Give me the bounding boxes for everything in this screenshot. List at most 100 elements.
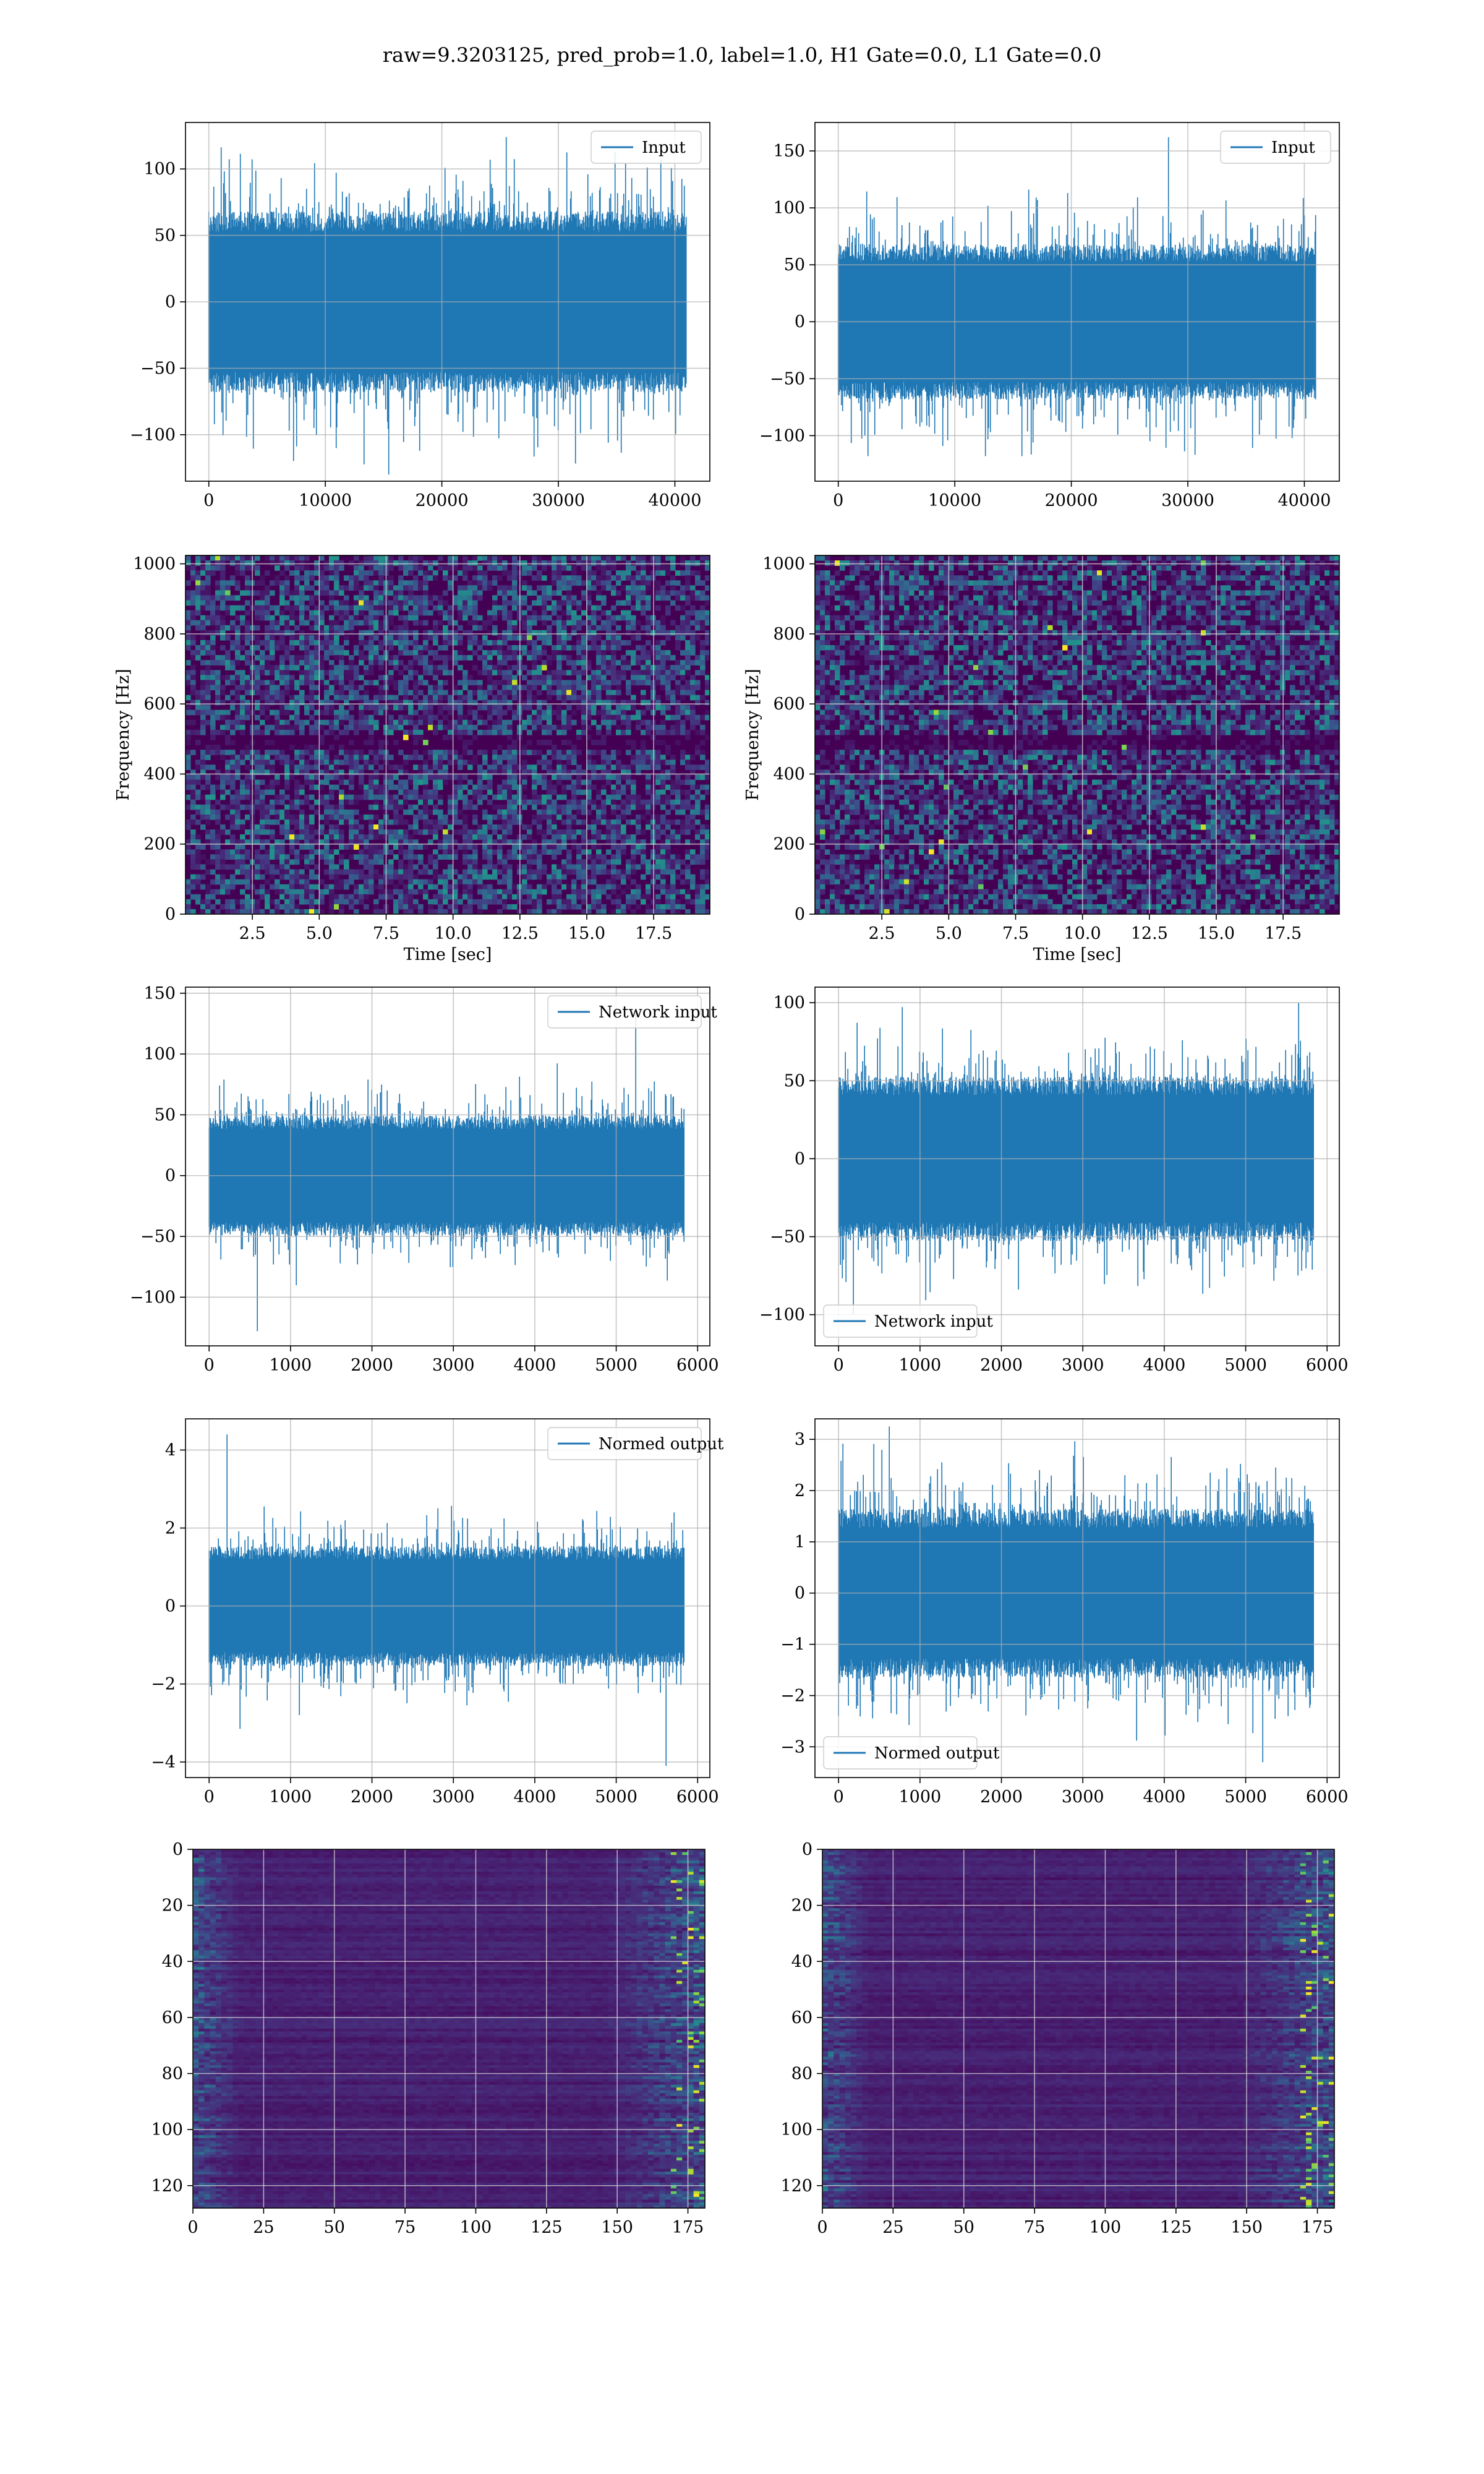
heatmap-cell: [279, 590, 285, 596]
heatmap-cell: [235, 695, 241, 701]
heatmap-cell: [329, 570, 335, 576]
heatmap-cell: [566, 804, 572, 810]
heatmap-cell: [458, 764, 463, 770]
heatmap-cell: [561, 839, 567, 845]
heatmap-cell: [195, 839, 201, 845]
heatmap-cell: [655, 555, 661, 561]
heatmap-cell: [423, 844, 429, 850]
heatmap-cell: [205, 834, 211, 840]
heatmap-cell: [304, 555, 310, 561]
heatmap-cell: [512, 884, 518, 890]
heatmap-cell: [606, 829, 612, 835]
heatmap-cell: [398, 565, 404, 571]
heatmap-cell: [443, 570, 448, 576]
heatmap-cell: [418, 814, 424, 820]
heatmap-cell: [195, 849, 201, 855]
heatmap-cell: [561, 729, 567, 735]
heatmap-cell: [655, 894, 661, 900]
heatmap-cell: [690, 610, 696, 616]
heatmap-cell: [443, 615, 448, 621]
heatmap-cell: [284, 655, 290, 661]
heatmap-cell: [636, 824, 641, 830]
heatmap-cell: [324, 685, 330, 691]
heatmap-cell: [284, 854, 290, 860]
heatmap-cell: [210, 844, 216, 850]
heatmap-cell: [230, 909, 236, 914]
heatmap-cell: [373, 874, 379, 880]
heatmap-cell: [438, 794, 443, 800]
heatmap-cell: [215, 560, 221, 566]
heatmap-cell: [443, 894, 448, 900]
heatmap-cell: [279, 570, 285, 576]
heatmap-cell: [393, 839, 399, 845]
heatmap-cell: [275, 814, 280, 820]
heatmap-cell: [245, 590, 250, 596]
heatmap-cell: [200, 650, 206, 656]
heatmap-cell: [552, 824, 557, 830]
heatmap-cell: [270, 769, 275, 776]
heatmap-cell: [438, 555, 443, 561]
heatmap-cell: [537, 750, 542, 755]
heatmap-cell: [354, 839, 359, 845]
heatmap-cell: [443, 844, 448, 850]
heatmap-cell: [339, 839, 344, 845]
heatmap-cell: [650, 899, 656, 905]
heatmap-cell: [255, 779, 260, 785]
heatmap-cell: [522, 779, 527, 785]
heatmap-cell: [680, 760, 686, 765]
heatmap-cell: [373, 680, 379, 686]
heatmap-cell: [398, 640, 404, 646]
heatmap-cell: [245, 565, 250, 571]
heatmap-cell: [413, 719, 419, 726]
heatmap-cell: [601, 585, 607, 591]
heatmap-cell: [260, 680, 265, 686]
heatmap-cell: [369, 655, 374, 661]
heatmap-cell: [512, 750, 518, 755]
heatmap-cell: [646, 670, 651, 675]
heatmap-cell: [270, 764, 275, 770]
heatmap-cell: [556, 774, 562, 781]
heatmap-cell: [556, 704, 562, 711]
heatmap-cell: [195, 575, 201, 581]
heatmap-cell: [552, 580, 557, 586]
heatmap-cell: [378, 844, 384, 850]
heatmap-cell: [230, 645, 236, 651]
heatmap-cell: [522, 874, 527, 880]
heatmap-cell: [680, 685, 686, 691]
heatmap-cell: [230, 620, 236, 626]
heatmap-cell: [542, 630, 547, 636]
heatmap-cell: [606, 685, 612, 691]
heatmap-cell: [512, 565, 518, 571]
heatmap-cell: [502, 700, 508, 706]
heatmap-cell: [675, 740, 681, 745]
heatmap-cell: [472, 635, 478, 641]
heatmap-cell: [314, 864, 320, 870]
heatmap-cell: [309, 585, 315, 591]
heatmap-cell: [566, 660, 572, 666]
heatmap-cell: [408, 704, 414, 711]
heatmap-cell: [542, 755, 547, 760]
heatmap-cell: [606, 640, 612, 646]
heatmap-cell: [388, 630, 394, 636]
heatmap-cell: [388, 585, 394, 591]
heatmap-cell: [680, 799, 686, 805]
heatmap-cell: [418, 655, 424, 661]
heatmap-cell: [685, 615, 691, 621]
heatmap-cell: [542, 685, 547, 691]
heatmap-cell: [616, 750, 621, 755]
heatmap-cell: [354, 565, 359, 571]
heatmap-cell: [641, 750, 646, 755]
heatmap-cell: [616, 804, 621, 810]
heatmap-cell: [378, 859, 384, 865]
heatmap-cell: [270, 605, 275, 611]
heatmap-cell: [373, 635, 379, 641]
heatmap-cell: [344, 794, 349, 800]
heatmap-cell: [240, 789, 245, 795]
heatmap-cell: [472, 700, 478, 706]
heatmap-cell: [453, 595, 458, 601]
heatmap-cell: [304, 709, 310, 716]
heatmap-cell: [581, 560, 587, 566]
heatmap-cell: [611, 695, 616, 701]
heatmap-cell: [195, 834, 201, 840]
heatmap-cell: [685, 665, 691, 670]
